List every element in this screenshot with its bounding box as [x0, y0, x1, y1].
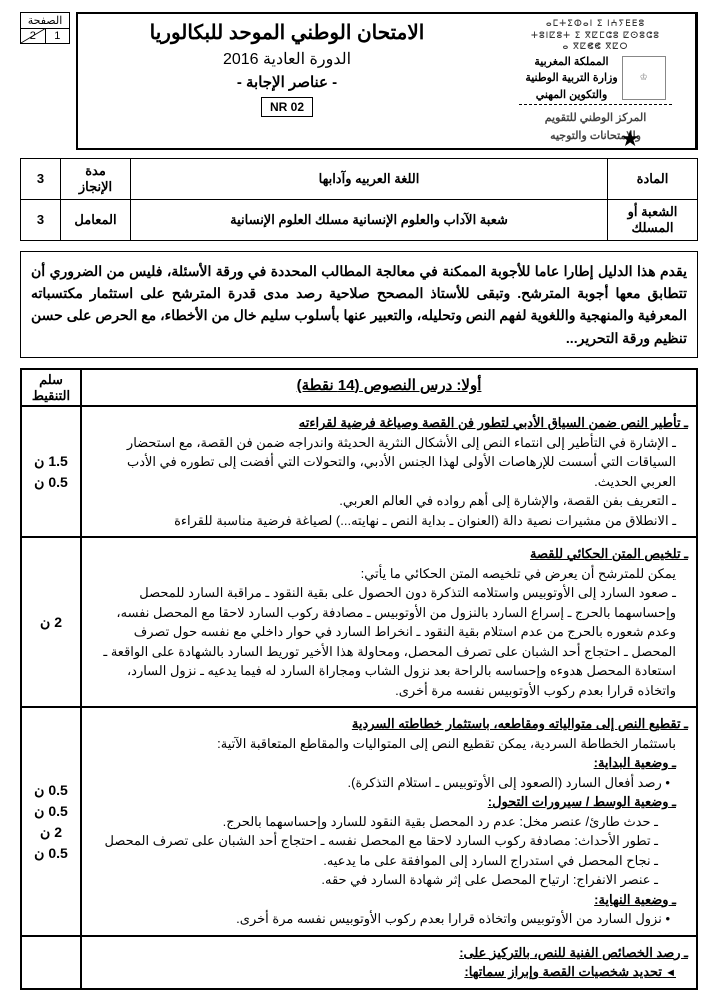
r3-p5: ـ نجاح المحصل في استدراج السارد إلى المو… [90, 851, 688, 871]
ministry-1: وزارة التربية الوطنية [525, 71, 617, 85]
r1-s2: 0.5 ن [30, 472, 72, 493]
section-header-row: أولا: درس النصوص (14 نقطة) سلم التنقيط [20, 368, 698, 407]
meta-table: المادة اللغة العربيه وآدابها مدة الإنجاز… [20, 158, 698, 241]
table-row: ـ رصد الخصائص الفنية للنص، بالتركيز على:… [21, 936, 697, 989]
r3-s1: 0.5 ن [30, 780, 72, 801]
center-1: المركز الوطني للتقويم [545, 111, 647, 125]
r3-s4: 0.5 ن [30, 843, 72, 864]
r1-p3: ـ الانطلاق من مشيرات نصية دالة (العنوان … [90, 511, 688, 531]
page-number-box: الصفحة 1 2 [20, 12, 70, 44]
r3-s3: 2 ن [30, 822, 72, 843]
r3-h4: ـ وضعية النهاية: [90, 890, 688, 910]
row4-content: ـ رصد الخصائص الفنية للنص، بالتركيز على:… [81, 936, 697, 989]
coef-value: 3 [21, 199, 61, 240]
crest-icon: ♔ [622, 56, 666, 100]
r3-h2: ـ وضعية البداية: [90, 753, 688, 773]
row1-score: 1.5 ن 0.5 ن [21, 407, 81, 537]
section-title: أولا: درس النصوص (14 نقطة) [80, 368, 698, 407]
row1-content: ـ تأطير النص ضمن السياق الأدبي لتطور فن … [81, 407, 697, 537]
r3-s2: 0.5 ن [30, 801, 72, 822]
r3-p6: ـ عنصر الانفراج: ارتياح المحصل على إثر ش… [90, 870, 688, 890]
duration-value: 3 [21, 158, 61, 199]
scale-label: سلم التنقيط [20, 368, 80, 407]
row3-content: ـ تقطيع النص إلى متوالياته ومقاطعه، باست… [81, 707, 697, 936]
table-row: ـ تلخيص المتن الحكائي للقصة يمكن للمترشح… [21, 537, 697, 707]
tifinagh-2: ⵜⵓⵏⵇⵓⵜ ⵉ ⴳⵇⵎⵛⵓ ⵇⵙⵓⵛⵓ [531, 30, 660, 42]
branch-value: شعبة الآداب والعلوم الإنسانية مسلك العلو… [131, 199, 608, 240]
r4-heading: ـ رصد الخصائص الفنية للنص، بالتركيز على: [459, 945, 688, 960]
r3-h3: ـ وضعية الوسط / سيرورات التحول: [90, 792, 688, 812]
r3-p2: • رصد أفعال السارد (الصعود إلى الأوتوبيس… [90, 773, 688, 793]
r1-p1: ـ الإشارة في التأطير إلى انتماء النص إلى… [90, 433, 688, 492]
r1-p2: ـ التعريف بفن القصة، والإشارة إلى أهم رو… [90, 491, 688, 511]
tifinagh-3: ⴰ ⴳⵇⵞⵞ ⴳⵇⵔ [563, 41, 629, 53]
row2-score: 2 ن [21, 537, 81, 707]
exam-session: الدورة العادية 2016 [84, 49, 490, 69]
r3-p4: ـ تطور الأحداث: مصادفة ركوب السارد لاحقا… [90, 831, 688, 851]
dash-sep [519, 104, 672, 105]
kingdom: المملكة المغربية [525, 55, 617, 69]
row4-score [21, 936, 81, 989]
ministry-2: والتكوين المهني [525, 88, 617, 102]
row2-content: ـ تلخيص المتن الحكائي للقصة يمكن للمترشح… [81, 537, 697, 707]
table-row: ـ تقطيع النص إلى متوالياته ومقاطعه، باست… [21, 707, 697, 936]
exam-subtitle: - عناصر الإجابة - [84, 73, 490, 91]
r3-p1: باستثمار الخطاطة السردية، يمكن تقطيع الن… [90, 734, 688, 754]
content-table: ـ تأطير النص ضمن السياق الأدبي لتطور فن … [20, 407, 698, 990]
page-cur: 1 [45, 29, 70, 43]
r2-p1: يمكن للمترشح أن يعرض في تلخيصه المتن الح… [90, 564, 688, 584]
coef-label: المعامل [61, 199, 131, 240]
r1-s1: 1.5 ن [30, 451, 72, 472]
exam-code: NR 02 [261, 97, 313, 117]
page-label: الصفحة [21, 13, 69, 29]
page-total: 2 [21, 29, 45, 43]
intro-text: يقدم هذا الدليل إطارا عاما للأجوبة الممك… [20, 251, 698, 359]
star-icon: ★ [20, 126, 640, 152]
r1-heading: ـ تأطير النص ضمن السياق الأدبي لتطور فن … [299, 415, 688, 430]
exam-title: الامتحان الوطني الموحد للبكالوريا [84, 20, 490, 45]
table-row: ـ تأطير النص ضمن السياق الأدبي لتطور فن … [21, 407, 697, 537]
branch-label: الشعبة أو المسلك [608, 199, 698, 240]
subject-label: المادة [608, 158, 698, 199]
subject-value: اللغة العربيه وآدابها [131, 158, 608, 199]
r3-heading: ـ تقطيع النص إلى متوالياته ومقاطعه، باست… [352, 716, 688, 731]
r3-p3: ـ حدث طارئ/ عنصر مخل: عدم رد المحصل بقية… [90, 812, 688, 832]
r2-p2: ـ صعود السارد إلى الأوتوبيس واستلامه الت… [90, 583, 688, 700]
duration-label: مدة الإنجاز [61, 158, 131, 199]
tifinagh-1: ⴰⵎⵜⵉⵀⴰⵏ ⵉ ⵏⵄⵢⴹⴹⵓ [546, 18, 645, 30]
r3-p7: • نزول السارد من الأوتوبيس واتخاذه قرارا… [90, 909, 688, 929]
row3-score: 0.5 ن 0.5 ن 2 ن 0.5 ن [21, 707, 81, 936]
r2-heading: ـ تلخيص المتن الحكائي للقصة [530, 546, 688, 561]
